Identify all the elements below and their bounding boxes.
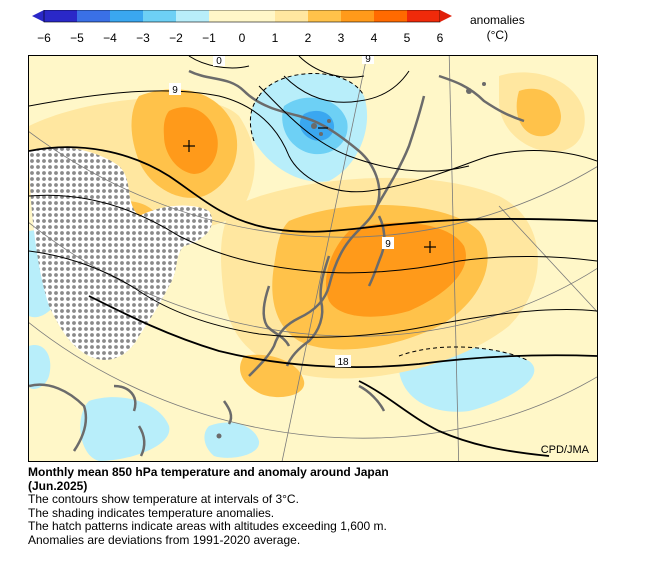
- colorbar-title: anomalies (°C): [470, 13, 525, 43]
- high-altitude-hatch: [29, 146, 213, 360]
- colorbar-cell: [275, 10, 308, 22]
- colorbar-cell: [44, 10, 77, 22]
- temperature-contours: [29, 56, 597, 457]
- colorbar-tick: −6: [37, 31, 51, 45]
- colorbar-cell: [242, 10, 275, 22]
- contour-label: 9: [365, 56, 371, 65]
- colorbar-cell: [407, 10, 440, 22]
- colorbar-tick: 6: [436, 31, 444, 45]
- map-canvas: 0 9 9 9 18: [29, 56, 597, 461]
- contour-label-box: 18: [335, 355, 351, 368]
- colorbar-tick: 3: [337, 31, 345, 45]
- colorbar-cell: [77, 10, 110, 22]
- colorbar-cell: [341, 10, 374, 22]
- map-caption: Monthly mean 850 hPa temperature and ano…: [28, 465, 628, 547]
- colorbar-cell: [110, 10, 143, 22]
- caption-line: Anomalies are deviations from 1991-2020 …: [28, 532, 301, 547]
- colorbar-tick: −1: [202, 31, 216, 45]
- colorbar-unit: (°C): [486, 28, 509, 42]
- contour-label: 9: [385, 239, 391, 250]
- colorbar-tick: −3: [136, 31, 150, 45]
- colorbar-gradient: [32, 9, 452, 23]
- colorbar-min-arrow: [32, 10, 44, 22]
- anomaly-colorbar: −6 −5 −4 −3 −2 −1 0 1 2 3 4 5 6: [25, 9, 465, 46]
- colorbar-tick: 2: [304, 31, 312, 45]
- credit-label: CPD/JMA: [540, 444, 589, 456]
- caption-line: The shading indicates temperature anomal…: [28, 505, 275, 520]
- colorbar-cell: [308, 10, 341, 22]
- contour-label: 0: [216, 56, 222, 67]
- coastlines: [29, 69, 525, 457]
- colorbar-cell: [176, 10, 209, 22]
- colorbar-tick: −2: [169, 31, 183, 45]
- colorbar-tick: −5: [70, 31, 84, 45]
- colorbar-cell: [143, 10, 176, 22]
- contour-label: 9: [172, 85, 178, 96]
- anomaly-center-marker: [424, 241, 436, 253]
- caption-date: (Jun.2025): [28, 478, 88, 493]
- zero-contour: [249, 73, 530, 362]
- colorbar-tick: 0: [238, 31, 246, 45]
- contour-label-box: 9: [382, 237, 394, 250]
- contour-label-box: 9: [362, 56, 374, 65]
- colorbar-tick: −4: [103, 31, 117, 45]
- colorbar-max-arrow: [440, 10, 452, 22]
- colorbar-cell: [374, 10, 407, 22]
- caption-line: The contours show temperature at interva…: [28, 492, 299, 506]
- contour-label-box: 0: [213, 56, 225, 67]
- contour-label: 18: [337, 357, 349, 368]
- caption-title: Monthly mean 850 hPa temperature and ano…: [28, 465, 389, 479]
- caption-line: The hatch patterns indicate areas with a…: [28, 519, 387, 533]
- contour-label-box: 9: [169, 83, 181, 96]
- colorbar-tick: 1: [271, 31, 279, 45]
- colorbar-tick: 4: [370, 31, 378, 45]
- temperature-anomaly-map: 0 9 9 9 18 CPD/JMA: [28, 55, 598, 462]
- colorbar-title-text: anomalies: [470, 13, 525, 27]
- colorbar-tick: 5: [403, 31, 411, 45]
- islands: [216, 82, 486, 439]
- anomaly-center-marker: [183, 140, 195, 152]
- colorbar-cell: [209, 10, 242, 22]
